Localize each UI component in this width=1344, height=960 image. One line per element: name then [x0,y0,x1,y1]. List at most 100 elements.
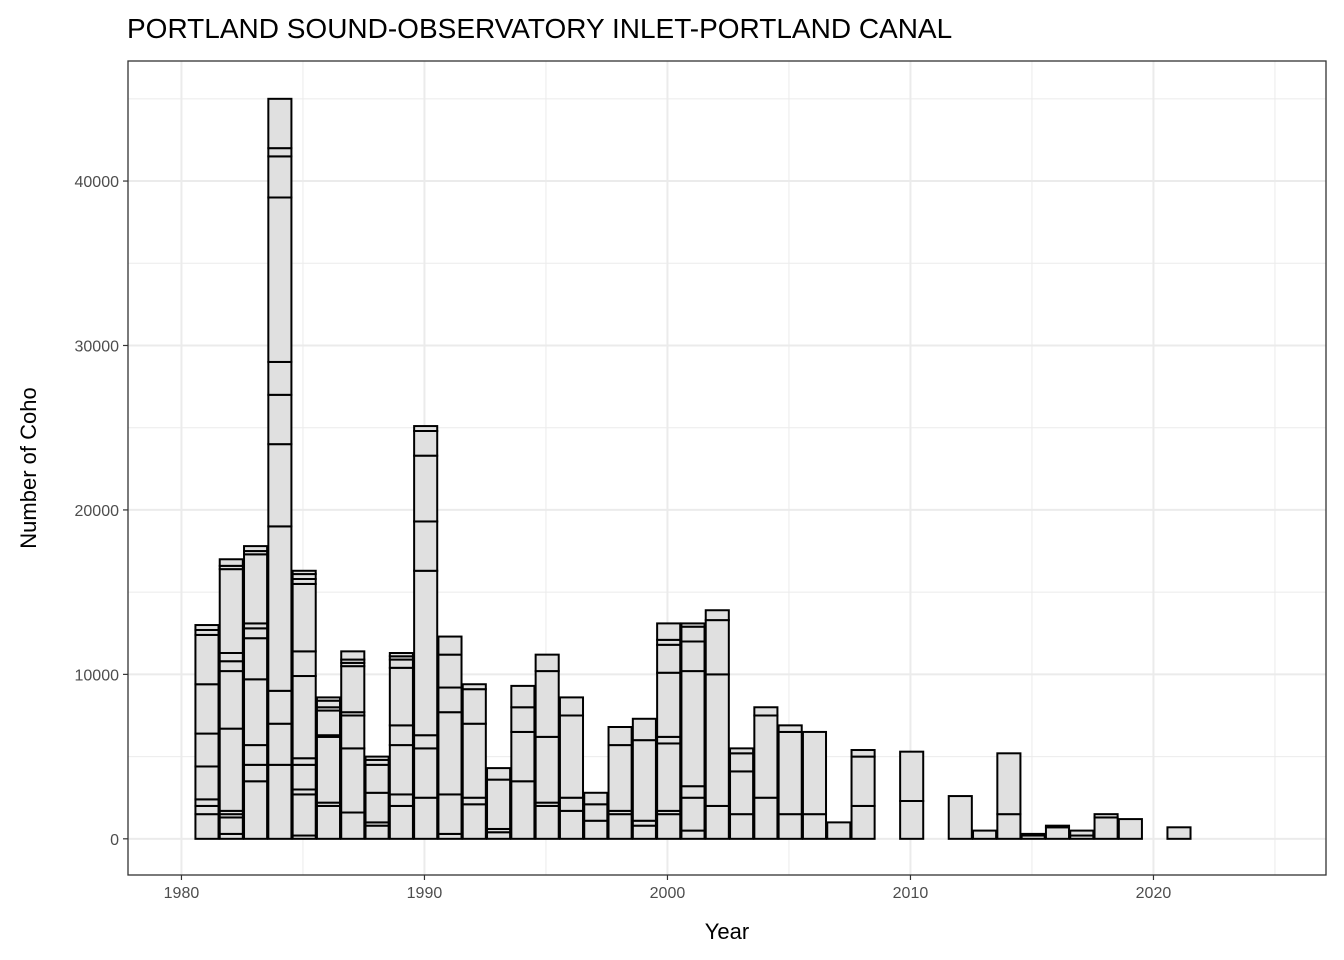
bar-segment [413,569,439,737]
bar-segment [753,706,779,717]
bar-segment [680,625,706,643]
bar-2018 [1093,813,1119,840]
bar-2021 [1166,826,1192,840]
bar-segment [510,780,536,840]
bar-segment [315,709,342,737]
bar-segment [194,813,220,840]
bar-1996 [558,696,585,840]
bar-segment [267,525,293,692]
bar-segment [947,795,973,840]
bar-segment [1044,824,1071,829]
bar-segment [850,755,876,807]
x-tick-label: 1980 [164,885,200,902]
bar-segment [801,730,828,816]
bar-segment [461,688,487,725]
bar-segment [534,735,560,804]
x-tick-label: 2020 [1136,885,1172,902]
bar-segment [267,360,293,396]
bar-1982 [218,558,244,840]
bar-1995 [534,653,560,840]
bar-segment [388,804,414,840]
bar-segment [218,670,244,730]
bar-2008 [850,749,876,840]
bar-segment [680,640,706,673]
bar-segment [291,793,317,837]
bar-segment [631,717,657,742]
bar-segment [996,752,1022,816]
bar-segment [388,652,414,658]
bar-segment [243,627,269,640]
bar-segment [243,553,269,625]
bar-segment [510,706,536,733]
bar-segment [826,821,852,840]
bar-segment [534,670,560,738]
bar-segment [704,619,730,676]
bar-segment [340,747,366,814]
bar-segment [1069,829,1095,837]
bar-segment [437,635,463,656]
y-tick-label: 0 [110,832,119,849]
x-tick-label: 2000 [650,885,686,902]
bar-2000 [656,622,682,840]
bar-1998 [607,726,633,840]
bar-2001 [680,622,706,840]
bar-segment [413,430,439,457]
bar-segment [437,711,463,796]
bar-segment [996,813,1022,840]
bar-segment [680,622,706,628]
bar-1993 [486,767,512,840]
bar-segment [340,650,366,661]
bar-segment [194,624,220,631]
bar-segment [267,393,293,446]
bar-segment [340,665,366,714]
bar-segment [218,727,244,812]
bar-segment [607,726,633,747]
bar-segment [680,829,706,840]
bar-segment [1044,826,1071,840]
bar-segment [291,650,317,678]
bar-segment [656,622,682,641]
bar-segment [972,829,998,840]
y-tick-label: 10000 [75,667,120,684]
bar-2017 [1069,829,1095,840]
x-axis-label: Year [705,919,749,944]
plot-panel-border [127,60,1327,876]
bar-segment [267,155,293,199]
bar-segment [364,824,390,840]
bar-segment [729,747,755,755]
bar-1999 [631,717,657,840]
bar-segment [267,97,293,150]
bar-2004 [753,706,779,840]
y-axis-label: Number of Coho [16,387,41,548]
bar-segment [656,813,682,840]
bar-segment [729,770,755,816]
bar-segment [534,804,560,840]
bar-segment [194,804,220,816]
bar-segment [267,689,293,725]
bar-segment [1117,818,1143,840]
bar-segment [583,803,609,822]
bar-segment [583,791,609,806]
bar-segment [680,785,706,799]
bar-segment [510,684,536,709]
bar-2019 [1117,818,1143,840]
bar-1987 [340,650,366,840]
bar-segment [631,824,657,840]
bar-segment [243,780,269,840]
bar-segment [243,744,269,766]
bar-segment [461,722,487,799]
bar-segment [194,765,220,801]
bar-segment [729,752,755,773]
bar-segment [558,796,585,812]
bar-1991 [437,635,463,840]
bar-segment [510,730,536,783]
bar-segment [729,813,755,840]
bar-1983 [243,545,269,840]
bar-2002 [704,609,730,840]
bar-segment [315,735,342,804]
bar-segment [194,683,220,735]
bar-segment [558,809,585,840]
bar-segment [243,678,269,747]
bar-segment [340,811,366,840]
